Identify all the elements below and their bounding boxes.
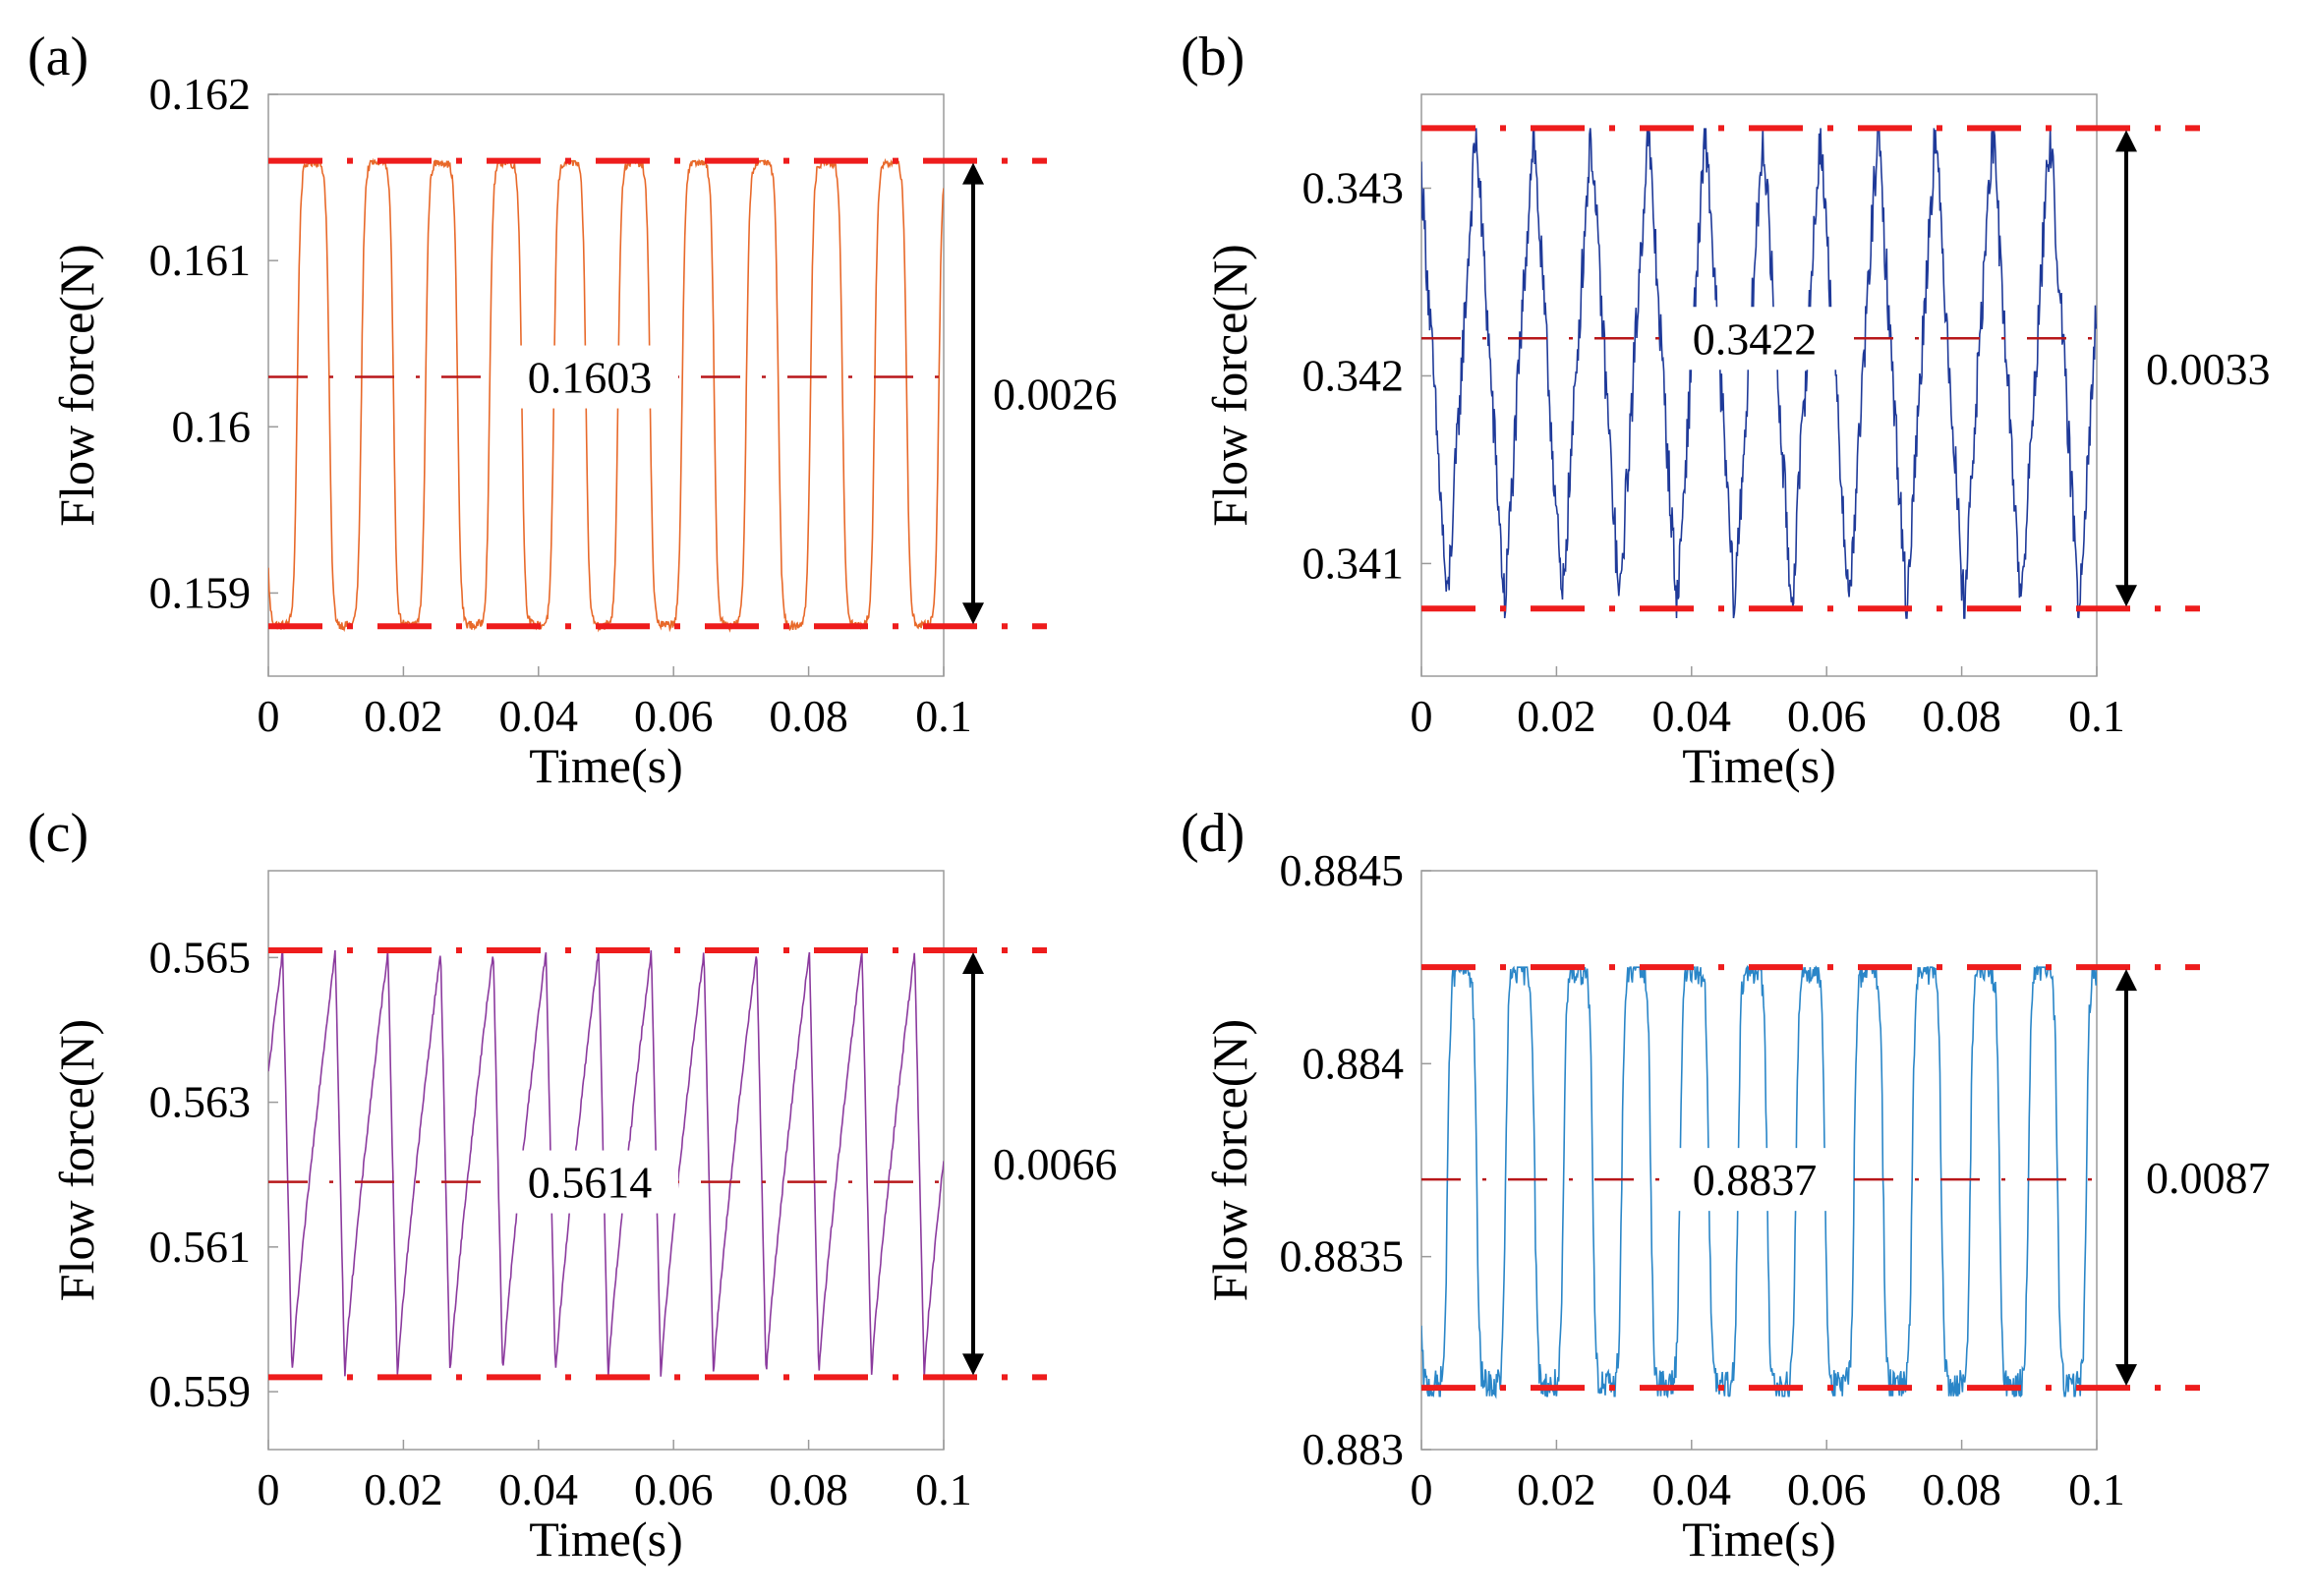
panel-label: (b) <box>1181 27 1244 87</box>
y-tick-label: 0.342 <box>1302 350 1405 400</box>
series-line <box>268 949 944 1379</box>
y-tick-label: 0.563 <box>149 1077 252 1127</box>
x-tick-label: 0.1 <box>2068 691 2125 741</box>
mean-label-bg <box>1666 1148 1843 1212</box>
x-tick-label: 0.02 <box>1517 691 1596 741</box>
panel-label: (d) <box>1181 803 1244 864</box>
amplitude-arrow-head-top <box>962 162 984 185</box>
x-axis-label: Time(s) <box>1682 1511 1836 1567</box>
x-tick-label: 0.04 <box>1652 1464 1732 1514</box>
y-axis-label: Flow force(N) <box>1202 244 1257 526</box>
mean-label-bg <box>501 345 678 409</box>
chart-panel-a: (a) 0 0.02 0.04 0.06 0.08 0.1 0.159 0.16 0.161 0.1… <box>28 27 1118 793</box>
amplitude-value-label: 0.0087 <box>2146 1153 2271 1203</box>
x-tick-label: 0.06 <box>1787 691 1867 741</box>
y-tick-label: 0.884 <box>1302 1038 1405 1088</box>
y-tick-label: 0.16 <box>172 401 252 451</box>
x-tick-label: 0.02 <box>364 691 443 741</box>
panel-label: (c) <box>28 803 88 864</box>
x-tick-label: 0.02 <box>1517 1464 1596 1514</box>
chart-panel-c: (c) 0 0.02 0.04 0.06 0.08 0.1 0.559 0.561 0.563 0.… <box>28 803 1118 1567</box>
y-tick-label: 0.8835 <box>1280 1231 1405 1282</box>
y-axis-label: Flow force(N) <box>49 1019 104 1301</box>
y-axis-label: Flow force(N) <box>49 244 104 526</box>
x-tick-label: 0.06 <box>1787 1464 1867 1514</box>
amplitude-arrow-head-top <box>2115 969 2137 992</box>
amplitude-arrow-head-bottom <box>962 1353 984 1376</box>
x-tick-label: 0.08 <box>769 691 848 741</box>
y-tick-label: 0.565 <box>149 932 252 982</box>
x-tick-label: 0 <box>1411 1464 1433 1514</box>
chart-panel-b: (b) 0 0.02 0.04 0.06 0.08 0.1 0.341 0.342 0.343 Ti… <box>1181 27 2271 793</box>
x-axis-label: Time(s) <box>1682 738 1836 793</box>
x-tick-label: 0.1 <box>915 1464 972 1514</box>
mean-value-label: 0.1603 <box>528 353 653 403</box>
x-tick-label: 0.08 <box>1922 1464 2001 1514</box>
x-tick-label: 0.04 <box>499 1464 579 1514</box>
amplitude-arrow-head-top <box>2115 130 2137 152</box>
amplitude-value-label: 0.0066 <box>993 1139 1118 1189</box>
y-tick-label: 0.343 <box>1302 162 1405 212</box>
y-tick-label: 0.159 <box>149 567 252 617</box>
x-tick-label: 0.1 <box>915 691 972 741</box>
series-line <box>1421 127 2097 619</box>
mean-value-label: 0.3422 <box>1693 314 1818 364</box>
plot-frame <box>1420 93 2098 677</box>
x-tick-label: 0.02 <box>364 1464 443 1514</box>
panel-label: (a) <box>28 27 88 87</box>
mean-value-label: 0.8837 <box>1693 1155 1818 1205</box>
x-tick-label: 0.04 <box>499 691 579 741</box>
y-tick-label: 0.341 <box>1302 538 1405 588</box>
x-tick-label: 0.04 <box>1652 691 1732 741</box>
x-axis-label: Time(s) <box>529 1511 683 1567</box>
y-tick-label: 0.559 <box>149 1366 252 1416</box>
x-tick-label: 0.06 <box>634 1464 714 1514</box>
amplitude-arrow-head-bottom <box>2115 1364 2137 1387</box>
plot-frame <box>267 870 945 1451</box>
x-tick-label: 0.08 <box>1922 691 2001 741</box>
x-tick-label: 0.1 <box>2068 1464 2125 1514</box>
chart-panel-d: (d) 0 0.02 0.04 0.06 0.08 0.1 0.883 0.8835 0.884 0… <box>1181 803 2271 1567</box>
x-tick-label: 0 <box>258 1464 280 1514</box>
plot-frame <box>1420 870 2098 1451</box>
amplitude-value-label: 0.0033 <box>2146 344 2271 394</box>
amplitude-arrow-head-top <box>962 951 984 974</box>
y-axis-label: Flow force(N) <box>1202 1019 1257 1301</box>
mean-label-bg <box>1666 307 1843 370</box>
y-tick-label: 0.561 <box>149 1222 252 1272</box>
mean-label-bg <box>501 1150 678 1214</box>
amplitude-value-label: 0.0026 <box>993 369 1118 419</box>
x-tick-label: 0 <box>258 691 280 741</box>
amplitude-arrow-head-bottom <box>2115 585 2137 607</box>
x-tick-label: 0 <box>1411 691 1433 741</box>
x-axis-label: Time(s) <box>529 738 683 793</box>
x-tick-label: 0.06 <box>634 691 714 741</box>
mean-value-label: 0.5614 <box>528 1158 653 1208</box>
y-tick-label: 0.161 <box>149 235 252 285</box>
x-tick-label: 0.08 <box>769 1464 848 1514</box>
y-tick-label: 0.162 <box>149 69 252 119</box>
plot-frame <box>267 93 945 677</box>
amplitude-arrow-head-bottom <box>962 602 984 625</box>
y-tick-label: 0.8845 <box>1280 845 1405 895</box>
y-tick-label: 0.883 <box>1302 1424 1405 1474</box>
